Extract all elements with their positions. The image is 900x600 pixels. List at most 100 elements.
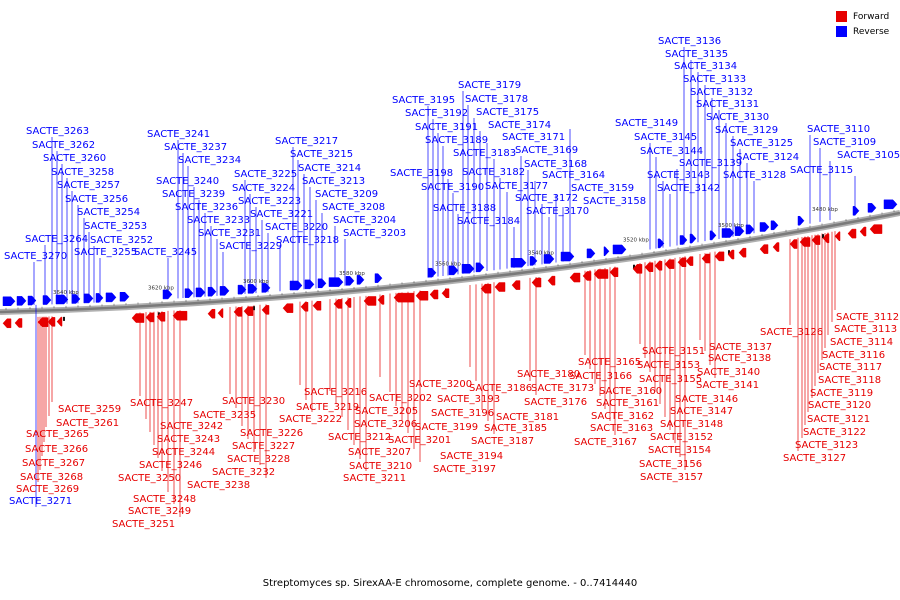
gene-label[interactable]: SACTE_3193 <box>437 394 500 405</box>
gene-label[interactable]: SACTE_3222 <box>279 414 342 425</box>
gene-label[interactable]: SACTE_3221 <box>250 209 313 220</box>
gene-label[interactable]: SACTE_3123 <box>795 440 858 451</box>
gene-label[interactable]: SACTE_3203 <box>343 228 406 239</box>
gene-label[interactable]: SACTE_3161 <box>596 398 659 409</box>
gene-label[interactable]: SACTE_3263 <box>26 126 89 137</box>
gene-label[interactable]: SACTE_3176 <box>524 397 587 408</box>
gene-label[interactable]: SACTE_3126 <box>760 327 823 338</box>
gene-label[interactable]: SACTE_3141 <box>696 380 759 391</box>
gene-label[interactable]: SACTE_3135 <box>665 49 728 60</box>
gene-label[interactable]: SACTE_3113 <box>834 324 897 335</box>
gene-label[interactable]: SACTE_3246 <box>139 460 202 471</box>
gene-label[interactable]: SACTE_3183 <box>453 148 516 159</box>
gene-label[interactable]: SACTE_3251 <box>112 519 175 530</box>
gene-label[interactable]: SACTE_3238 <box>187 480 250 491</box>
gene-label[interactable]: SACTE_3177 <box>485 181 548 192</box>
gene-label[interactable]: SACTE_3180 <box>517 369 580 380</box>
gene-label[interactable]: SACTE_3155 <box>639 374 702 385</box>
gene-label[interactable]: SACTE_3189 <box>425 135 488 146</box>
gene-label[interactable]: SACTE_3231 <box>198 228 261 239</box>
gene-label[interactable]: SACTE_3165 <box>578 357 641 368</box>
gene-label[interactable]: SACTE_3188 <box>433 203 496 214</box>
gene-label[interactable]: SACTE_3214 <box>298 163 361 174</box>
gene-label[interactable]: SACTE_3199 <box>415 422 478 433</box>
gene-label[interactable]: SACTE_3262 <box>32 140 95 151</box>
gene-label[interactable]: SACTE_3110 <box>807 124 870 135</box>
gene-label[interactable]: SACTE_3227 <box>232 441 295 452</box>
gene-label[interactable]: SACTE_3220 <box>265 222 328 233</box>
gene-label[interactable]: SACTE_3241 <box>147 129 210 140</box>
gene-label[interactable]: SACTE_3131 <box>696 99 759 110</box>
gene-label[interactable]: SACTE_3245 <box>134 247 197 258</box>
gene-label[interactable]: SACTE_3224 <box>232 183 295 194</box>
gene-label[interactable]: SACTE_3162 <box>591 411 654 422</box>
gene-label[interactable]: SACTE_3185 <box>484 423 547 434</box>
gene-label[interactable]: SACTE_3213 <box>302 176 365 187</box>
gene-label[interactable]: SACTE_3266 <box>25 444 88 455</box>
gene-label[interactable]: SACTE_3201 <box>388 435 451 446</box>
gene-label[interactable]: SACTE_3124 <box>736 152 799 163</box>
gene-label[interactable]: SACTE_3167 <box>574 437 637 448</box>
gene-label[interactable]: SACTE_3120 <box>808 400 871 411</box>
gene-label[interactable]: SACTE_3261 <box>56 418 119 429</box>
gene-label[interactable]: SACTE_3257 <box>57 180 120 191</box>
gene-label[interactable]: SACTE_3265 <box>26 429 89 440</box>
gene-label[interactable]: SACTE_3256 <box>65 194 128 205</box>
gene-label[interactable]: SACTE_3234 <box>178 155 241 166</box>
gene-label[interactable]: SACTE_3179 <box>458 80 521 91</box>
gene-label[interactable]: SACTE_3223 <box>238 196 301 207</box>
gene-label[interactable]: SACTE_3191 <box>415 122 478 133</box>
gene-label[interactable]: SACTE_3247 <box>130 398 193 409</box>
gene-label[interactable]: SACTE_3117 <box>819 362 882 373</box>
gene-label[interactable]: SACTE_3163 <box>590 423 653 434</box>
gene-label[interactable]: SACTE_3236 <box>175 202 238 213</box>
gene-label[interactable]: SACTE_3130 <box>706 112 769 123</box>
gene-label[interactable]: SACTE_3116 <box>822 350 885 361</box>
gene-label[interactable]: SACTE_3147 <box>670 406 733 417</box>
gene-label[interactable]: SACTE_3173 <box>531 383 594 394</box>
gene-label[interactable]: SACTE_3258 <box>51 167 114 178</box>
gene-label[interactable]: SACTE_3255 <box>74 247 137 258</box>
gene-label[interactable]: SACTE_3157 <box>640 472 703 483</box>
gene-label[interactable]: SACTE_3154 <box>648 445 711 456</box>
gene-label[interactable]: SACTE_3254 <box>77 207 140 218</box>
gene-label[interactable]: SACTE_3170 <box>526 206 589 217</box>
gene-label[interactable]: SACTE_3204 <box>333 215 396 226</box>
gene-label[interactable]: SACTE_3140 <box>697 367 760 378</box>
gene-label[interactable]: SACTE_3122 <box>803 427 866 438</box>
gene-label[interactable]: SACTE_3230 <box>222 396 285 407</box>
gene-label[interactable]: SACTE_3109 <box>813 137 876 148</box>
gene-label[interactable]: SACTE_3210 <box>349 461 412 472</box>
gene-label[interactable]: SACTE_3194 <box>440 451 503 462</box>
gene-label[interactable]: SACTE_3172 <box>515 193 578 204</box>
gene-label[interactable]: SACTE_3187 <box>471 436 534 447</box>
gene-label[interactable]: SACTE_3168 <box>524 159 587 170</box>
gene-label[interactable]: SACTE_3192 <box>405 108 468 119</box>
gene-label[interactable]: SACTE_3229 <box>219 241 282 252</box>
gene-label[interactable]: SACTE_3182 <box>462 167 525 178</box>
gene-label[interactable]: SACTE_3132 <box>690 87 753 98</box>
gene-label[interactable]: SACTE_3139 <box>679 158 742 169</box>
gene-label[interactable]: SACTE_3202 <box>369 393 432 404</box>
gene-label[interactable]: SACTE_3133 <box>683 74 746 85</box>
gene-label[interactable]: SACTE_3270 <box>4 251 67 262</box>
gene-label[interactable]: SACTE_3267 <box>22 458 85 469</box>
gene-label[interactable]: SACTE_3235 <box>193 410 256 421</box>
gene-label[interactable]: SACTE_3184 <box>457 216 520 227</box>
gene-label[interactable]: SACTE_3252 <box>90 235 153 246</box>
gene-label[interactable]: SACTE_3197 <box>433 464 496 475</box>
gene-label[interactable]: SACTE_3149 <box>615 118 678 129</box>
gene-label[interactable]: SACTE_3127 <box>783 453 846 464</box>
gene-label[interactable]: SACTE_3125 <box>730 138 793 149</box>
gene-label[interactable]: SACTE_3136 <box>658 36 721 47</box>
gene-label[interactable]: SACTE_3121 <box>807 414 870 425</box>
gene-label[interactable]: SACTE_3196 <box>431 408 494 419</box>
gene-label[interactable]: SACTE_3146 <box>675 394 738 405</box>
gene-label[interactable]: SACTE_3145 <box>634 132 697 143</box>
gene-label[interactable]: SACTE_3207 <box>348 447 411 458</box>
gene-label[interactable]: SACTE_3253 <box>84 221 147 232</box>
gene-label[interactable]: SACTE_3142 <box>657 183 720 194</box>
gene-label[interactable]: SACTE_3242 <box>160 421 223 432</box>
gene-label[interactable]: SACTE_3119 <box>810 388 873 399</box>
gene-label[interactable]: SACTE_3228 <box>227 454 290 465</box>
